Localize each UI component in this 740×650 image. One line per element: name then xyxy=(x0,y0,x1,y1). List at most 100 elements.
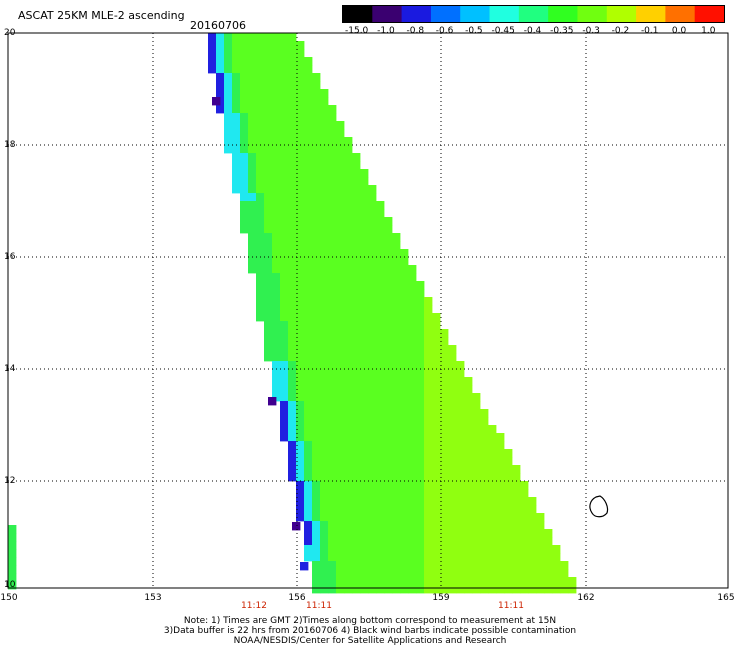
longitude-label: 165 xyxy=(717,593,735,603)
swath-pixel xyxy=(432,345,441,354)
swath-pixel xyxy=(400,561,409,570)
swath-pixel xyxy=(392,545,401,554)
swath-pixel xyxy=(272,281,281,290)
swath-pixel xyxy=(352,329,361,338)
swath-pixel xyxy=(304,57,313,66)
swath-pixel xyxy=(384,321,393,330)
swath-pixel xyxy=(488,553,497,562)
swath-pixel xyxy=(344,521,353,530)
swath-pixel xyxy=(456,521,465,530)
swath-pixel xyxy=(480,497,489,506)
swath-pixel xyxy=(240,169,249,178)
swath-pixel xyxy=(456,417,465,426)
swath-pixel xyxy=(248,185,257,194)
swath-pixel xyxy=(480,561,489,570)
swath-pixel xyxy=(400,569,409,578)
swath-pixel xyxy=(280,153,289,162)
swath-pixel xyxy=(304,217,313,226)
swath-pixel xyxy=(304,329,313,338)
swath-pixel xyxy=(384,241,393,250)
swath-pixel xyxy=(320,361,329,370)
swath-pixel xyxy=(424,537,433,546)
swath-pixel xyxy=(328,513,337,522)
swath-pixel xyxy=(464,529,473,538)
swath-pixel xyxy=(300,562,309,571)
swath-pixel xyxy=(432,417,441,426)
swath-pixel xyxy=(288,329,297,338)
swath-pixel xyxy=(408,505,417,514)
swath-pixel xyxy=(384,249,393,258)
swath-pixel xyxy=(296,41,305,50)
swath-pixel xyxy=(392,449,401,458)
longitude-label: 156 xyxy=(288,593,306,603)
swath-pixel xyxy=(456,393,465,402)
swath-pixel xyxy=(360,369,369,378)
swath-pixel xyxy=(464,433,473,442)
swath-pixel xyxy=(264,185,273,194)
swath-pixel xyxy=(504,569,513,578)
swath-pixel xyxy=(400,369,409,378)
swath-pixel xyxy=(392,481,401,490)
swath-pixel xyxy=(384,497,393,506)
swath-pixel xyxy=(448,465,457,474)
swath-pixel xyxy=(292,522,301,531)
swath-pixel xyxy=(312,489,321,498)
swath-pixel xyxy=(232,137,241,146)
swath-pixel xyxy=(440,537,449,546)
swath-pixel xyxy=(264,209,273,218)
swath-pixel xyxy=(376,401,385,410)
swath-pixel xyxy=(336,513,345,522)
swath-pixel xyxy=(464,449,473,458)
swath-pixel xyxy=(296,457,305,466)
swath-pixel xyxy=(544,577,553,586)
swath-pixel xyxy=(344,233,353,242)
swath-pixel xyxy=(440,401,449,410)
swath-pixel xyxy=(304,265,313,274)
swath-pixel xyxy=(552,561,561,570)
swath-pixel xyxy=(336,233,345,242)
swath-pixel xyxy=(408,441,417,450)
swath-pixel xyxy=(352,401,361,410)
swath-pixel xyxy=(328,113,337,122)
swath-pixel xyxy=(280,385,289,394)
swath-pixel xyxy=(528,529,537,538)
swath-pixel xyxy=(240,129,249,138)
swath-pixel xyxy=(328,313,337,322)
swath-pixel xyxy=(400,353,409,362)
swath-pixel xyxy=(304,393,313,402)
swath-pixel xyxy=(268,397,277,406)
swath-pixel xyxy=(248,145,257,154)
swath-pixel xyxy=(280,409,289,418)
swath-pixel xyxy=(400,305,409,314)
swath-pixel xyxy=(408,273,417,282)
swath-pixel xyxy=(288,353,297,362)
swath-pixel xyxy=(288,441,297,450)
swath-pixel xyxy=(472,393,481,402)
swath-pixel xyxy=(520,513,529,522)
swath-pixel xyxy=(256,201,265,210)
swath-pixel xyxy=(344,169,353,178)
swath-pixel xyxy=(256,105,265,114)
swath-pixel xyxy=(440,393,449,402)
swath-pixel xyxy=(464,489,473,498)
swath-pixel xyxy=(416,353,425,362)
swath-pixel xyxy=(424,505,433,514)
swath-pixel xyxy=(288,433,297,442)
swath-pixel xyxy=(280,233,289,242)
swath-pixel xyxy=(392,553,401,562)
swath-pixel xyxy=(344,481,353,490)
swath-pixel xyxy=(240,41,249,50)
swath-pixel xyxy=(368,433,377,442)
swath-pixel xyxy=(328,145,337,154)
swath-pixel xyxy=(400,425,409,434)
swath-pixel xyxy=(432,337,441,346)
swath-pixel xyxy=(384,337,393,346)
swath-pixel xyxy=(400,249,409,258)
swath-pixel xyxy=(360,401,369,410)
swath-pixel xyxy=(232,81,241,90)
swath-pixel xyxy=(400,337,409,346)
swath-pixel xyxy=(320,441,329,450)
swath-pixel xyxy=(520,585,529,594)
swath-pixel xyxy=(368,569,377,578)
swath-pixel xyxy=(312,473,321,482)
